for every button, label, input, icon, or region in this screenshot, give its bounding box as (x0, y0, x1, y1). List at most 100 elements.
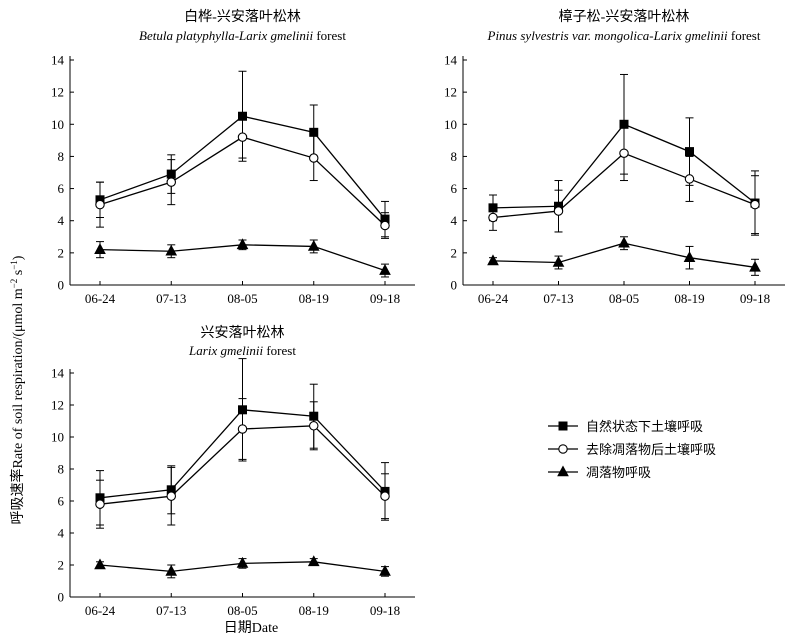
series-triangle (94, 238, 391, 278)
chart-title-cn: 兴安落叶松林 (201, 325, 285, 341)
data-point (379, 263, 391, 275)
data-point (380, 220, 390, 231)
chart-title-en-plain: forest (263, 343, 296, 358)
y-tick-label: 2 (58, 245, 65, 260)
x-tick-label: 08-05 (227, 603, 257, 618)
data-point (166, 177, 177, 187)
y-axis-label-cn: 呼吸速率 (9, 468, 26, 524)
chart-title-en-plain: forest (728, 28, 761, 43)
data-point (237, 132, 248, 142)
data-point (94, 558, 106, 570)
x-tick-label: 08-19 (299, 291, 329, 306)
data-point (308, 421, 319, 431)
chart-panel-3: 兴安落叶松林 Larix gmelinii forest 0 2 4 6 8 10 12 14 06… (51, 325, 415, 618)
legend-item: 去除凋落物后土壤呼吸 (548, 442, 716, 458)
data-point (94, 243, 106, 254)
data-point (237, 424, 248, 434)
data-point (553, 206, 564, 216)
data-point (95, 199, 105, 210)
chart-title-en-italic: Betula platyphylla-Larix gmelinii (139, 28, 313, 43)
data-point (488, 212, 498, 223)
y-tick-label: 14 (444, 53, 458, 68)
series-triangle (94, 555, 391, 579)
data-point (684, 174, 695, 184)
y-tick-label: 8 (58, 462, 65, 477)
chart-title-en: Betula platyphylla-Larix gmelinii forest (139, 28, 346, 43)
x-tick-label: 08-19 (674, 291, 704, 306)
y-axis-label-en: Rate of soil respiration/(μmol m (11, 288, 26, 468)
data-point (685, 147, 694, 157)
x-tick-label: 06-24 (85, 291, 116, 306)
data-point (95, 499, 105, 509)
x-tick-label: 08-05 (227, 291, 257, 306)
chart-title-en: Larix gmelinii forest (188, 343, 296, 358)
x-axis-label: 日期Date (224, 620, 278, 636)
y-tick-label: 8 (451, 149, 458, 164)
series-circle (95, 398, 390, 529)
x-tick-label: 09-18 (370, 291, 400, 306)
y-tick-label: 8 (58, 149, 65, 164)
y-tick-label: 12 (51, 398, 64, 413)
legend-item: 自然状态下土壤呼吸 (548, 419, 703, 435)
x-tick-label: 07-13 (156, 603, 186, 618)
y-tick-label: 10 (51, 430, 64, 445)
series-circle (95, 115, 390, 239)
legend-label: 凋落物呼吸 (586, 466, 651, 481)
legend-marker-circle (558, 444, 568, 454)
data-point (380, 491, 390, 501)
y-tick-label: 6 (58, 494, 65, 509)
y-axis-label-end: ) (11, 255, 26, 260)
y-tick-label: 4 (58, 526, 65, 541)
chart-title-cn: 樟子松-兴安落叶松林 (559, 8, 690, 25)
data-point (166, 491, 177, 501)
y-tick-label: 2 (58, 558, 65, 573)
chart-title-cn: 白桦-兴安落叶松林 (184, 9, 301, 25)
x-tick-label: 09-18 (740, 291, 770, 306)
x-tick-label: 06-24 (478, 291, 509, 306)
legend-item: 凋落物呼吸 (548, 465, 651, 481)
y-tick-label: 2 (451, 245, 458, 260)
data-point (618, 236, 630, 248)
legend-marker-triangle (557, 465, 569, 477)
y-tick-label: 4 (451, 213, 458, 228)
y-tick-label: 14 (51, 53, 65, 68)
legend-marker-square (558, 421, 568, 431)
y-axis-label-sup2: −1 (9, 260, 19, 270)
y-tick-label: 10 (444, 117, 457, 132)
chart-title-en-italic: Pinus sylvestris var. mongolica-Larix gm… (487, 28, 729, 43)
x-tick-label: 07-13 (156, 291, 186, 306)
chart-panel-2: 樟子松-兴安落叶松林 Pinus sylvestris var. mongolic… (444, 8, 785, 306)
legend-label: 去除凋落物后土壤呼吸 (586, 442, 716, 458)
data-point (307, 555, 320, 567)
y-tick-label: 0 (58, 590, 65, 605)
chart-panel-1: 白桦-兴安落叶松林 Betula platyphylla-Larix gmelin… (51, 9, 415, 306)
data-point (749, 260, 761, 272)
x-tick-label: 09-18 (370, 603, 400, 618)
series-triangle (487, 236, 761, 276)
y-axis-label: 呼吸速率Rate of soil respiration/(μmol m−2 s… (9, 255, 26, 524)
y-tick-label: 10 (51, 117, 64, 132)
y-tick-label: 6 (58, 181, 65, 196)
data-point (308, 153, 319, 163)
data-point (379, 564, 391, 576)
chart-title-en-italic: Larix gmelinii (188, 343, 263, 358)
data-point (165, 244, 178, 256)
data-point (487, 254, 499, 266)
x-tick-label: 08-19 (299, 603, 329, 618)
y-tick-label: 0 (58, 278, 65, 293)
y-tick-label: 12 (51, 85, 64, 100)
y-tick-label: 12 (444, 85, 457, 100)
data-point (236, 238, 249, 250)
legend-label: 自然状态下土壤呼吸 (586, 419, 703, 435)
x-tick-label: 06-24 (85, 603, 116, 618)
y-tick-label: 0 (451, 278, 458, 293)
data-point (750, 199, 760, 210)
data-point (683, 251, 696, 262)
y-tick-label: 14 (51, 366, 65, 381)
data-point (165, 564, 178, 576)
data-point (307, 239, 320, 251)
data-point (552, 255, 565, 267)
chart-title-en-plain: forest (313, 28, 346, 43)
y-tick-label: 4 (58, 213, 65, 228)
